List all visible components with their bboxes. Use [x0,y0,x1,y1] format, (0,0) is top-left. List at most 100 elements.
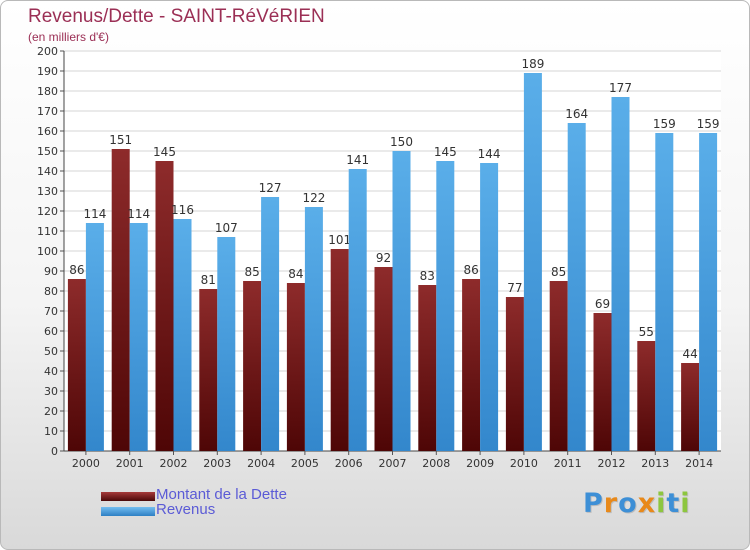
y-tick-label: 0 [51,445,58,458]
y-tick-label: 180 [37,85,58,98]
y-tick-label: 140 [37,165,58,178]
bar-dette-2012 [593,313,612,451]
data-label: 177 [609,81,632,95]
legend-label-revenus: Revenus [156,501,216,518]
x-tick-label: 2008 [422,457,450,470]
legend-swatch-dette [101,492,155,501]
logo-letter: t [666,488,681,519]
y-tick-label: 190 [37,65,58,78]
x-tick-label: 2013 [641,457,669,470]
bar-revenus-2014 [699,133,718,451]
data-label: 69 [595,297,610,311]
data-label: 85 [244,265,259,279]
y-tick-label: 50 [44,345,58,358]
data-label: 44 [682,347,697,361]
y-tick-label: 80 [44,285,58,298]
data-label: 159 [697,117,720,131]
bar-revenus-2008 [436,161,455,451]
y-tick-label: 90 [44,265,58,278]
logo-letter: r [603,488,619,519]
data-label: 151 [109,133,132,147]
bar-revenus-2009 [480,163,499,451]
bar-dette-2007 [374,267,393,451]
bar-dette-2014 [681,363,700,451]
x-tick-label: 2000 [72,457,100,470]
bar-dette-2000 [67,279,86,451]
legend-swatch-revenus [101,507,155,516]
bar-dette-2004 [243,281,262,451]
data-label: 83 [420,269,435,283]
y-tick-label: 160 [37,125,58,138]
data-label: 122 [302,191,325,205]
data-label: 101 [328,233,351,247]
bar-revenus-2011 [567,123,586,451]
data-label: 114 [127,207,150,221]
bar-dette-2005 [286,283,305,451]
chart-subtitle: (en milliers d'€) [28,30,109,44]
data-label: 84 [288,267,303,281]
data-label: 86 [69,263,84,277]
y-tick-label: 110 [37,225,58,238]
proxiti-logo: Proxiti [583,488,691,519]
bar-revenus-2001 [129,223,148,451]
bar-dette-2001 [111,149,130,451]
bar-dette-2008 [418,285,437,451]
data-label: 85 [551,265,566,279]
logo-letter: o [618,488,638,519]
x-tick-label: 2014 [685,457,713,470]
bar-dette-2003 [199,289,218,451]
bar-revenus-2002 [173,219,192,451]
data-label: 150 [390,135,413,149]
data-label: 114 [83,207,106,221]
data-label: 141 [346,153,369,167]
legend-label-dette: Montant de la Dette [156,486,287,503]
bar-dette-2009 [462,279,481,451]
data-label: 55 [639,325,654,339]
y-tick-label: 150 [37,145,58,158]
bar-dette-2006 [330,249,349,451]
bar-revenus-2000 [85,223,104,451]
y-tick-label: 30 [44,385,58,398]
logo-letter: P [583,488,604,519]
y-tick-label: 70 [44,305,58,318]
y-tick-label: 200 [37,45,58,58]
data-label: 144 [478,147,501,161]
bar-revenus-2004 [261,197,280,451]
bar-dette-2011 [549,281,568,451]
y-tick-label: 10 [44,425,58,438]
data-label: 159 [653,117,676,131]
data-label: 145 [153,145,176,159]
bar-revenus-2012 [611,97,630,451]
y-tick-label: 40 [44,365,58,378]
bar-dette-2010 [505,297,524,451]
data-label: 164 [565,107,588,121]
data-label: 107 [215,221,238,235]
bar-revenus-2013 [655,133,674,451]
y-tick-label: 100 [37,245,58,258]
logo-letter: i [656,488,667,519]
x-tick-label: 2001 [116,457,144,470]
x-tick-label: 2007 [379,457,407,470]
data-label: 145 [434,145,457,159]
data-label: 116 [171,203,194,217]
y-tick-label: 20 [44,405,58,418]
x-tick-label: 2005 [291,457,319,470]
x-tick-label: 2010 [510,457,538,470]
bar-dette-2002 [155,161,174,451]
logo-letter: x [637,488,657,519]
data-label: 86 [463,263,478,277]
y-tick-label: 120 [37,205,58,218]
data-label: 189 [521,57,544,71]
bar-revenus-2005 [304,207,323,451]
x-tick-label: 2009 [466,457,494,470]
x-tick-label: 2012 [598,457,626,470]
x-tick-label: 2003 [203,457,231,470]
y-tick-label: 170 [37,105,58,118]
x-tick-label: 2011 [554,457,582,470]
bar-revenus-2006 [348,169,367,451]
bar-revenus-2010 [523,73,542,451]
logo-letter: i [680,488,691,519]
bar-revenus-2003 [217,237,236,451]
bar-revenus-2007 [392,151,411,451]
